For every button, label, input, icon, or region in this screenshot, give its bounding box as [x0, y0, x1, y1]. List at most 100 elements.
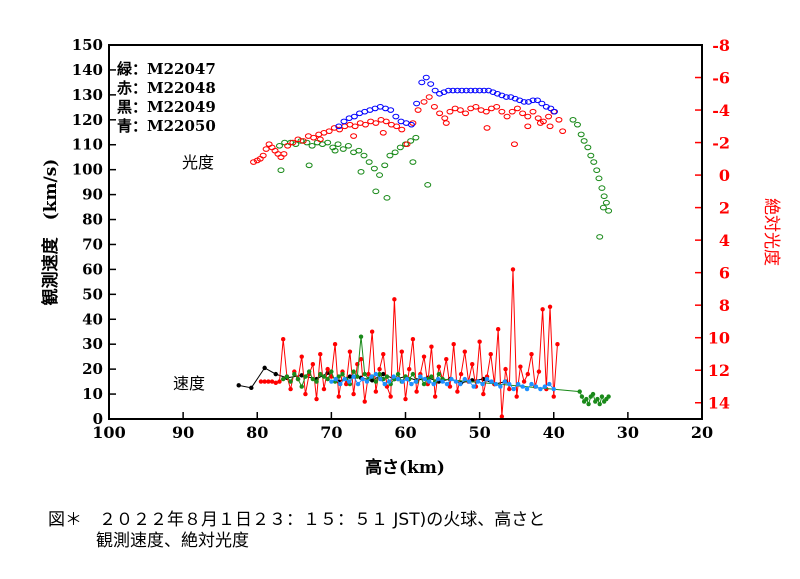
data-point [373, 371, 379, 377]
data-point [493, 103, 501, 110]
data-point [381, 162, 389, 169]
data-point [540, 307, 545, 312]
data-point [273, 380, 278, 386]
data-point [362, 371, 367, 377]
y-tick-label-right: -8 [712, 36, 730, 55]
data-point [407, 366, 412, 372]
data-point [310, 361, 316, 367]
data-point [386, 379, 392, 384]
data-point [336, 394, 341, 399]
y-tick-label-left: 0 [93, 410, 103, 428]
data-point [299, 354, 304, 359]
data-point [413, 100, 421, 107]
y-tick-label-left: 90 [82, 186, 103, 204]
data-point [289, 139, 297, 146]
data-point [606, 394, 611, 399]
data-point [507, 386, 512, 392]
data-point [336, 374, 341, 379]
data-point [529, 108, 537, 115]
data-point [355, 147, 363, 154]
y-tick-label-right: -2 [712, 134, 730, 153]
y-axis-label-left: 観測速度 (km/s) [40, 159, 61, 306]
data-point [329, 379, 334, 384]
data-point [259, 152, 267, 159]
data-point [529, 351, 534, 357]
data-point [414, 107, 422, 113]
data-point [351, 391, 356, 397]
data-point [403, 141, 411, 147]
data-point [358, 334, 364, 339]
data-point [344, 381, 349, 387]
data-point [569, 117, 577, 123]
data-point [275, 143, 283, 149]
data-point [462, 349, 467, 354]
data-point [444, 356, 449, 362]
data-point [350, 113, 358, 120]
data-point [395, 376, 401, 382]
data-point [377, 371, 382, 377]
data-point [596, 234, 604, 240]
data-point [470, 361, 475, 367]
data-point [480, 381, 485, 387]
y-tick-label-left: 30 [82, 335, 103, 353]
data-point [409, 159, 417, 165]
legend-entry-red: 赤：M22048 [117, 79, 216, 97]
y-tick-label-right: 4 [719, 231, 730, 250]
data-point [467, 87, 475, 94]
y-tick-label-left: 140 [72, 61, 103, 79]
data-point [305, 162, 313, 169]
data-point [524, 386, 530, 392]
y-tick-label-left: 100 [72, 161, 103, 179]
data-point [529, 381, 534, 387]
data-point [338, 381, 343, 387]
data-point [409, 381, 414, 387]
data-point [396, 144, 404, 151]
data-point [525, 371, 531, 377]
data-point [508, 108, 516, 115]
series-speed [280, 334, 611, 407]
y-tick-label-left: 60 [82, 260, 103, 278]
data-point [577, 389, 582, 394]
data-point [595, 396, 600, 402]
data-point [449, 376, 454, 382]
figure-caption: 図＊ ２０２２年８月１日２３：１５：５１ JST)の火球、高さと 観測速度、絶対… [48, 510, 768, 552]
data-point [593, 167, 601, 174]
data-point [351, 123, 359, 130]
data-point [481, 391, 486, 397]
data-point [536, 120, 544, 126]
data-point [524, 113, 532, 120]
data-point [249, 385, 254, 391]
data-point [458, 87, 466, 94]
data-point [332, 342, 338, 347]
data-point [602, 199, 610, 206]
y-tick-label-right: -6 [712, 69, 730, 88]
data-point [503, 113, 511, 120]
data-point [333, 376, 339, 382]
data-point [502, 94, 510, 100]
data-point [306, 369, 312, 374]
data-point [329, 144, 337, 151]
data-point [418, 79, 426, 86]
data-point [339, 146, 347, 152]
data-point [440, 379, 445, 384]
data-point [336, 126, 344, 133]
data-point [513, 105, 521, 112]
data-point [369, 378, 375, 383]
data-point [458, 381, 463, 387]
data-point [365, 159, 373, 165]
data-point [288, 386, 293, 392]
data-point [458, 371, 464, 377]
data-point [370, 165, 378, 172]
data-point [340, 118, 348, 125]
data-point [595, 175, 603, 182]
data-point [407, 138, 415, 144]
data-point [280, 151, 288, 157]
y-tick-label-right: 12 [708, 361, 730, 380]
data-point [392, 297, 397, 302]
y-tick-label-right: 2 [719, 199, 730, 218]
speed-annotation: 速度 [173, 374, 205, 393]
data-point [599, 204, 607, 211]
data-point [502, 379, 508, 384]
data-point [462, 376, 467, 382]
legend-entry-blue: 青：M22050 [117, 117, 216, 135]
